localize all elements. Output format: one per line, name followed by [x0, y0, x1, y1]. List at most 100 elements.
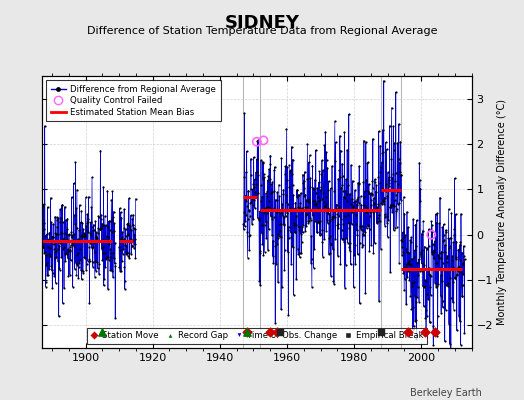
Point [65, 232, 73, 238]
Point [385, 183, 393, 189]
Point [351, 211, 359, 218]
Point [403, 329, 412, 335]
Point [123, 221, 132, 227]
Point [64, 248, 72, 254]
Point [80, 254, 89, 261]
Point [391, 89, 400, 95]
Point [321, 204, 329, 210]
Point [108, 214, 117, 220]
Point [456, 241, 464, 248]
Point [111, 315, 119, 321]
Point [295, 227, 303, 233]
Point [345, 248, 354, 254]
Point [92, 268, 100, 274]
Point [344, 182, 352, 189]
Point [72, 224, 81, 231]
Point [252, 192, 260, 198]
Point [427, 218, 435, 224]
Point [263, 210, 271, 217]
Point [122, 251, 130, 257]
Point [455, 263, 464, 270]
Point [438, 224, 446, 230]
Point [320, 142, 329, 149]
Point [438, 298, 446, 304]
Point [406, 292, 414, 299]
Point [357, 226, 365, 232]
Point [348, 178, 357, 184]
Point [373, 220, 381, 226]
Point [342, 261, 350, 268]
Point [341, 284, 349, 291]
Point [304, 196, 313, 202]
Point [259, 137, 268, 144]
Point [93, 237, 102, 243]
Point [452, 254, 461, 260]
Point [306, 175, 314, 181]
Point [336, 148, 345, 154]
Point [59, 245, 68, 252]
Point [308, 284, 316, 290]
Point [255, 278, 264, 284]
Point [362, 139, 370, 146]
Point [438, 278, 446, 284]
Point [344, 220, 353, 227]
Point [294, 250, 302, 257]
Point [383, 213, 391, 220]
Point [86, 232, 95, 238]
Point [322, 149, 331, 155]
Point [126, 223, 134, 230]
Point [54, 215, 62, 222]
Point [56, 240, 64, 246]
Point [282, 126, 291, 132]
Point [439, 304, 447, 310]
Point [129, 222, 137, 228]
Point [72, 205, 80, 212]
Point [73, 236, 82, 242]
Point [351, 261, 359, 267]
Point [429, 247, 438, 254]
Point [442, 255, 451, 262]
Point [309, 198, 317, 204]
Point [381, 222, 389, 229]
Point [418, 247, 427, 253]
Point [322, 157, 331, 164]
Point [247, 156, 255, 162]
Point [449, 278, 457, 285]
Point [403, 260, 412, 266]
Point [80, 230, 89, 236]
Point [406, 237, 414, 244]
Point [275, 193, 283, 200]
Point [345, 244, 354, 250]
Point [245, 208, 253, 214]
Point [123, 231, 132, 237]
Point [400, 287, 408, 293]
Point [454, 246, 462, 253]
Point [128, 222, 137, 228]
Point [89, 258, 97, 265]
Point [119, 236, 128, 242]
Point [324, 178, 333, 184]
Point [404, 224, 412, 230]
Point [77, 233, 85, 239]
Point [292, 187, 301, 193]
Point [433, 282, 441, 289]
Point [63, 255, 72, 261]
Point [429, 323, 437, 329]
Point [431, 280, 439, 286]
Point [443, 259, 452, 265]
Point [72, 260, 80, 266]
Point [423, 267, 432, 273]
Point [96, 225, 105, 231]
Point [116, 236, 125, 242]
Point [364, 188, 372, 194]
Point [262, 190, 270, 196]
Point [116, 247, 124, 254]
Point [395, 260, 403, 266]
Point [316, 187, 325, 193]
Point [355, 163, 363, 169]
Point [410, 292, 419, 299]
Point [442, 229, 450, 236]
Point [456, 239, 465, 246]
Point [428, 222, 436, 228]
Point [445, 320, 453, 327]
